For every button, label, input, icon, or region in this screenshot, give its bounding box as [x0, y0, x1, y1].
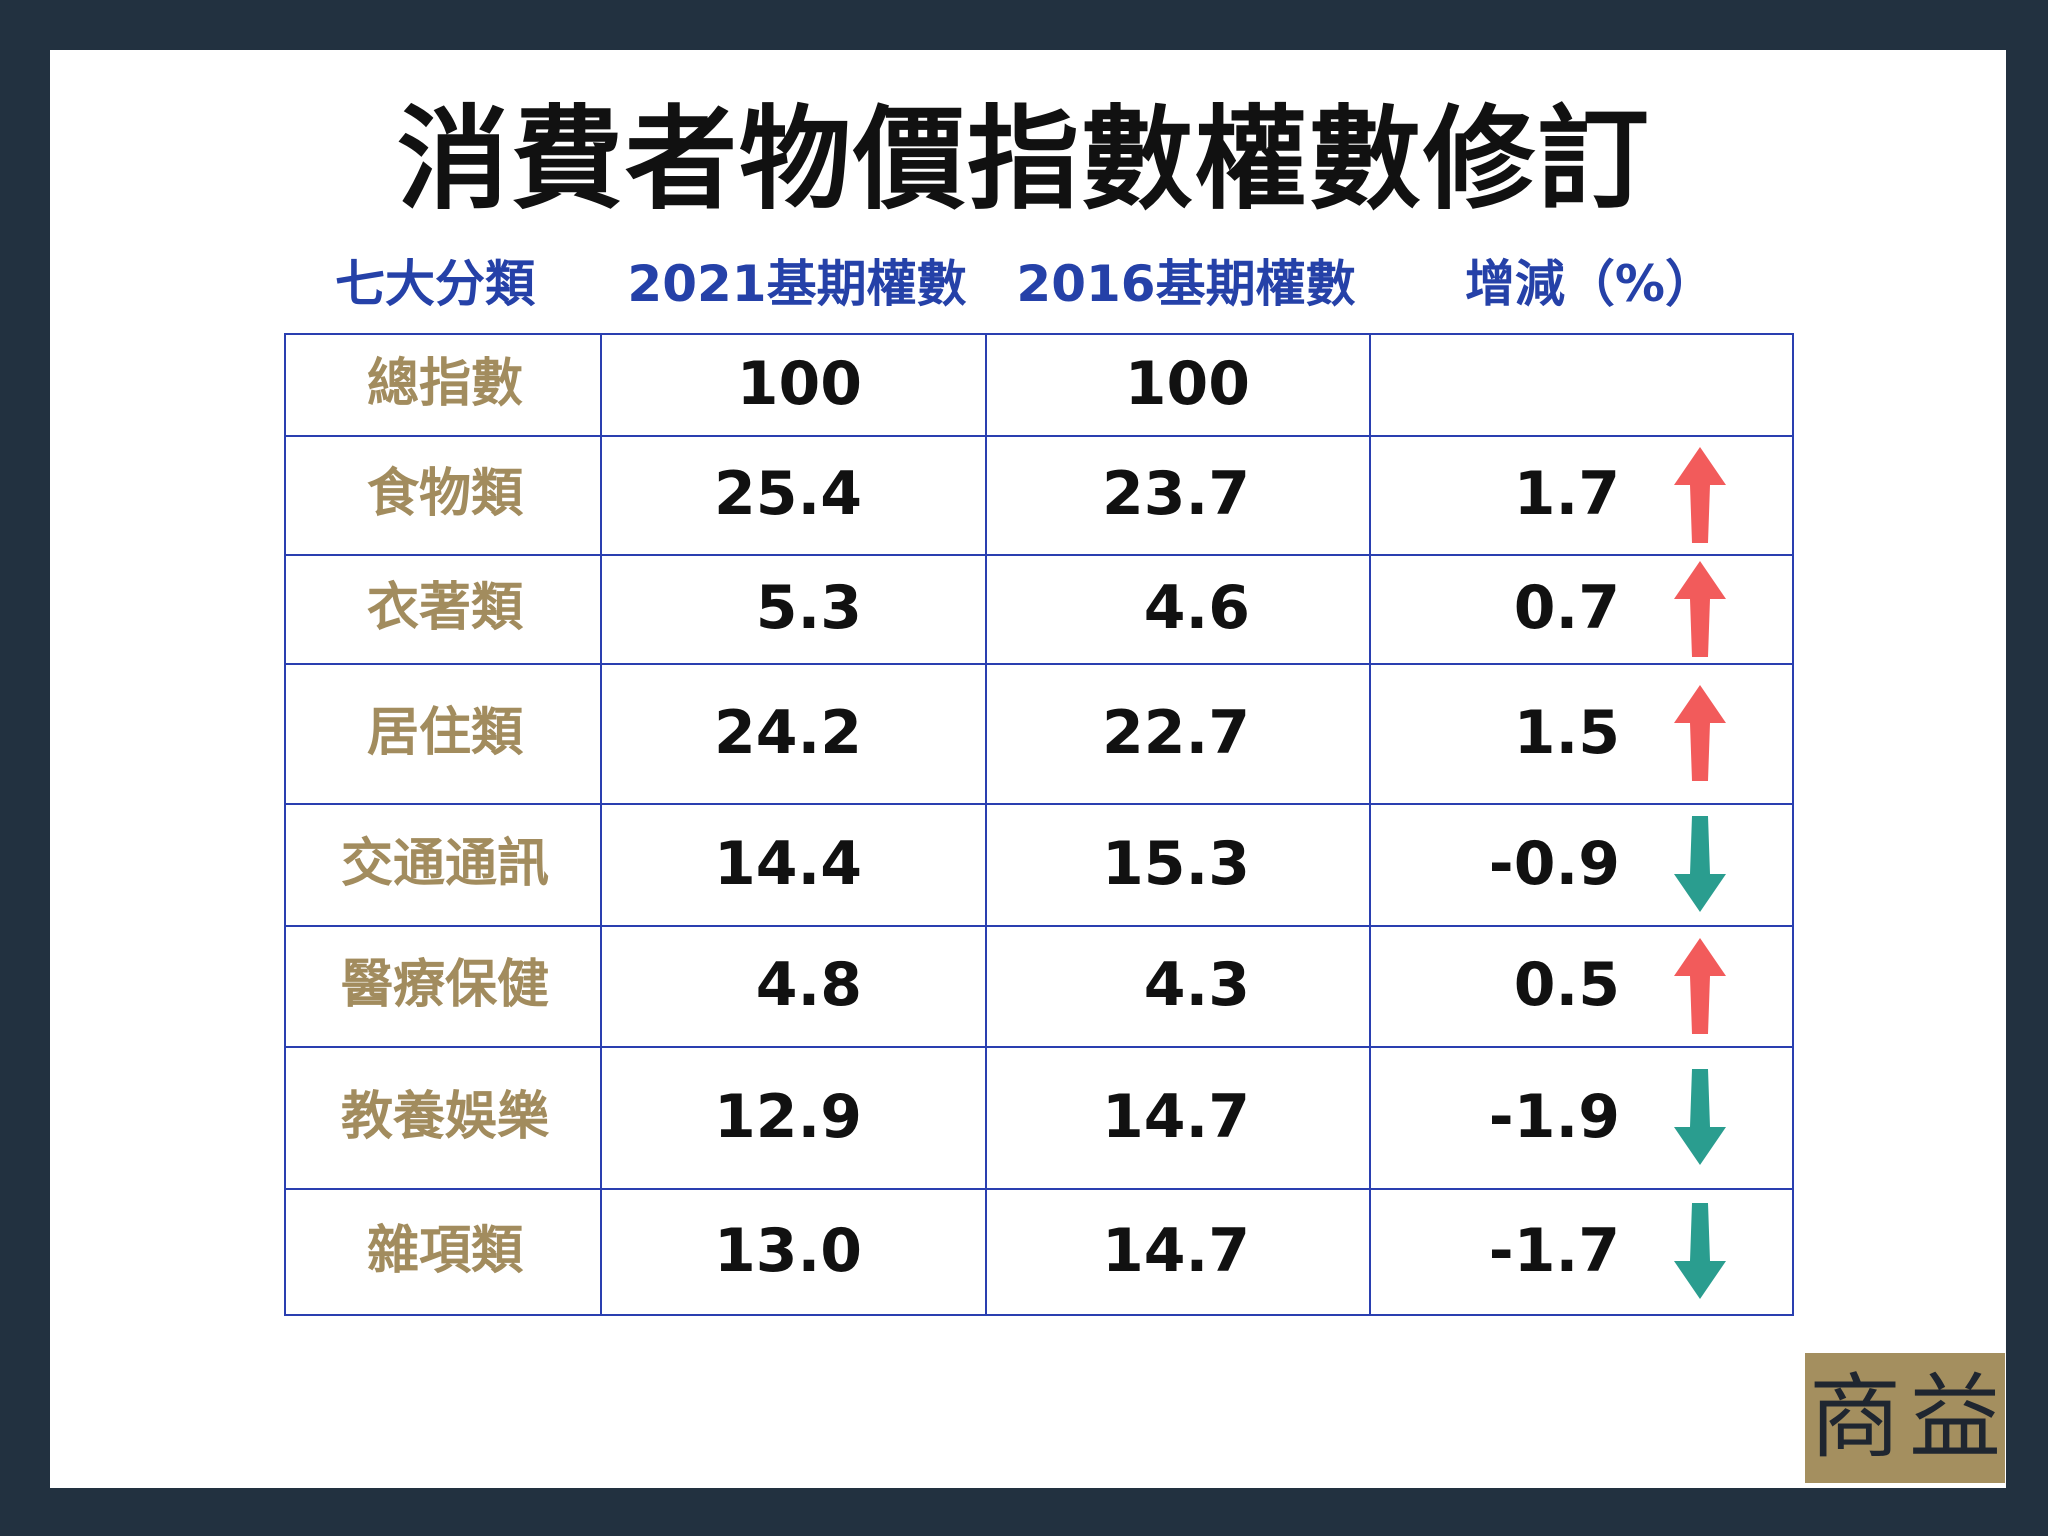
table-row-line: [284, 435, 1792, 437]
change-value: 0.7: [1513, 573, 1620, 643]
header-2021-weight: 2021基期權數: [627, 255, 967, 313]
weight-2016-value: 4.3: [1143, 950, 1250, 1020]
header-category: 七大分類: [335, 255, 535, 313]
arrow-up-icon: [1674, 560, 1726, 657]
change-value: 0.5: [1513, 950, 1620, 1020]
arrow-up-icon: [1674, 685, 1726, 781]
slide-card: [50, 50, 2006, 1488]
weight-2021-value: 25.4: [713, 459, 862, 529]
table-row-line: [284, 1314, 1792, 1316]
category-label: 雜項類: [366, 1221, 523, 1281]
category-label: 醫療保健: [340, 955, 549, 1015]
table-column-line: [284, 333, 286, 1316]
weight-2021-value: 12.9: [713, 1082, 862, 1152]
logo-char: 益: [1908, 1364, 2001, 1471]
weight-2016-value: 14.7: [1101, 1082, 1250, 1152]
weight-2021-value: 4.8: [755, 950, 862, 1020]
table-row-line: [284, 554, 1792, 556]
table-column-line: [1792, 333, 1794, 1316]
weight-2016-value: 15.3: [1101, 829, 1250, 899]
table-row-line: [284, 1188, 1792, 1190]
table-column-line: [1369, 333, 1371, 1316]
category-label: 食物類: [366, 464, 523, 524]
weight-2016-value: 23.7: [1101, 459, 1250, 529]
category-label: 居住類: [366, 703, 523, 763]
weight-2021-value: 24.2: [713, 698, 862, 768]
category-label: 衣著類: [366, 578, 523, 638]
weight-2016-value: 4.6: [1143, 573, 1250, 643]
table-column-line: [985, 333, 987, 1316]
change-value: -1.9: [1488, 1082, 1620, 1152]
weight-2016-value: 100: [1124, 349, 1250, 419]
weight-2021-value: 13.0: [713, 1216, 862, 1286]
category-label: 教養娛樂: [340, 1087, 549, 1147]
table-row-line: [284, 333, 1792, 335]
table-row-line: [284, 663, 1792, 665]
arrow-up-icon: [1674, 937, 1726, 1034]
table-row-line: [284, 1046, 1792, 1048]
change-value: -1.7: [1488, 1216, 1620, 1286]
change-value: 1.7: [1513, 459, 1620, 529]
weight-2021-value: 100: [736, 349, 862, 419]
weight-2016-value: 22.7: [1101, 698, 1250, 768]
weight-2021-value: 5.3: [755, 573, 862, 643]
brand-logo: 商 益: [1805, 1353, 2005, 1483]
header-2016-weight: 2016基期權數: [1016, 255, 1356, 313]
table-row-line: [284, 803, 1792, 805]
header-change: 增減（%）: [1464, 255, 1716, 313]
arrow-down-icon: [1674, 1203, 1726, 1299]
category-label: 交通通訊: [340, 834, 549, 894]
arrow-down-icon: [1674, 1069, 1726, 1165]
arrow-up-icon: [1674, 446, 1726, 543]
table-column-line: [600, 333, 602, 1316]
logo-char: 商: [1808, 1364, 1901, 1471]
page-title: 消費者物價指數權數修訂: [397, 95, 1651, 225]
weight-2021-value: 14.4: [713, 829, 862, 899]
change-value: 1.5: [1513, 698, 1620, 768]
weight-2016-value: 14.7: [1101, 1216, 1250, 1286]
change-value: -0.9: [1488, 829, 1620, 899]
arrow-down-icon: [1674, 816, 1726, 912]
change-value: [1370, 333, 1620, 435]
table-row-line: [284, 925, 1792, 927]
category-label: 總指數: [366, 354, 523, 414]
